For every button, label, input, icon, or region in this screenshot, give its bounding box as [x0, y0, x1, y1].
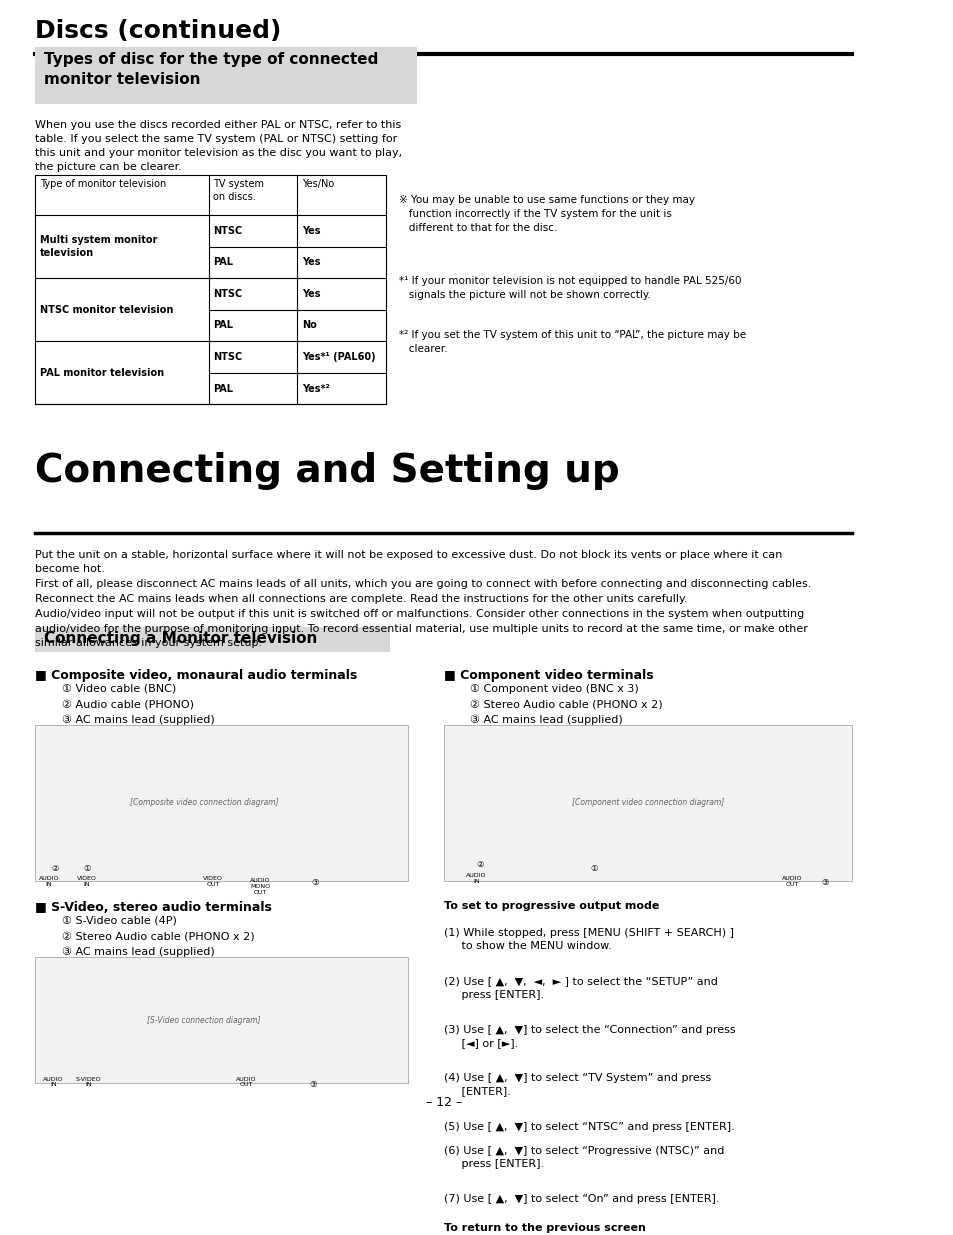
Text: ① Video cable (BNC): ① Video cable (BNC) [62, 683, 176, 694]
Text: (1) While stopped, press [MENU (SHIFT + SEARCH) ]
     to show the MENU window.: (1) While stopped, press [MENU (SHIFT + … [443, 927, 733, 951]
Text: ※ You may be unable to use same functions or they may
   function incorrectly if: ※ You may be unable to use same function… [399, 195, 695, 233]
Text: ② Stereo Audio cable (PHONO x 2): ② Stereo Audio cable (PHONO x 2) [62, 931, 254, 941]
Text: ③ AC mains lead (supplied): ③ AC mains lead (supplied) [470, 715, 622, 725]
Text: [S-Video connection diagram]: [S-Video connection diagram] [147, 1015, 260, 1025]
Text: Yes: Yes [301, 289, 320, 299]
FancyBboxPatch shape [35, 627, 390, 652]
Text: No: No [301, 320, 316, 331]
Text: ■ Composite video, monaural audio terminals: ■ Composite video, monaural audio termin… [35, 669, 357, 682]
Text: ■ Component video terminals: ■ Component video terminals [443, 669, 653, 682]
Text: AUDIO
MONO
OUT: AUDIO MONO OUT [250, 878, 270, 895]
Text: PAL: PAL [213, 257, 233, 268]
Text: (6) Use [ ▲,  ▼] to select “Progressive (NTSC)” and
     press [ENTER].: (6) Use [ ▲, ▼] to select “Progressive (… [443, 1146, 723, 1170]
Text: AUDIO
IN: AUDIO IN [43, 1077, 64, 1087]
Text: ③: ③ [311, 878, 318, 888]
Text: (5) Use [ ▲,  ▼] to select “NTSC” and press [ENTER].: (5) Use [ ▲, ▼] to select “NTSC” and pre… [443, 1121, 734, 1131]
Text: Yes: Yes [301, 226, 320, 236]
Text: ③: ③ [309, 1079, 316, 1089]
Text: AUDIO
OUT: AUDIO OUT [236, 1077, 256, 1087]
Text: TV system
on discs.: TV system on discs. [213, 179, 264, 203]
Text: ③: ③ [821, 878, 828, 888]
Text: Yes: Yes [301, 257, 320, 268]
Text: NTSC monitor television: NTSC monitor television [40, 305, 173, 315]
Text: VIDEO
OUT: VIDEO OUT [203, 876, 223, 887]
Text: (3) Use [ ▲,  ▼] to select the “Connection” and press
     [◄] or [►].: (3) Use [ ▲, ▼] to select the “Connectio… [443, 1025, 735, 1049]
Text: ① S-Video cable (4P): ① S-Video cable (4P) [62, 915, 177, 925]
Text: *² If you set the TV system of this unit to “PAL”, the picture may be
   clearer: *² If you set the TV system of this unit… [399, 330, 745, 354]
Text: Connecting and Setting up: Connecting and Setting up [35, 452, 619, 490]
Text: To return to the previous screen: To return to the previous screen [443, 1223, 645, 1233]
Text: Yes*¹ (PAL60): Yes*¹ (PAL60) [301, 352, 375, 362]
FancyBboxPatch shape [35, 47, 416, 104]
Text: Type of monitor television: Type of monitor television [40, 179, 166, 189]
Text: S-VIDEO
IN: S-VIDEO IN [76, 1077, 101, 1087]
Text: – 12 –: – 12 – [425, 1097, 461, 1109]
Text: (7) Use [ ▲,  ▼] to select “On” and press [ENTER].: (7) Use [ ▲, ▼] to select “On” and press… [443, 1194, 719, 1204]
Text: ②: ② [51, 863, 59, 873]
Text: PAL: PAL [213, 320, 233, 331]
Text: VIDEO
IN: VIDEO IN [77, 876, 97, 887]
Text: ② Stereo Audio cable (PHONO x 2): ② Stereo Audio cable (PHONO x 2) [470, 699, 662, 709]
FancyBboxPatch shape [35, 725, 408, 881]
Text: Connecting a Monitor television: Connecting a Monitor television [45, 631, 317, 646]
Text: [Component video connection diagram]: [Component video connection diagram] [571, 798, 723, 808]
FancyBboxPatch shape [443, 725, 851, 881]
Text: NTSC: NTSC [213, 289, 242, 299]
Text: (2) Use [ ▲,  ▼,  ◄,  ► ] to select the “SETUP” and
     press [ENTER].: (2) Use [ ▲, ▼, ◄, ► ] to select the “SE… [443, 977, 717, 999]
Text: ②: ② [476, 861, 483, 869]
Text: Yes*²: Yes*² [301, 384, 329, 394]
Text: Put the unit on a stable, horizontal surface where it will not be exposed to exc: Put the unit on a stable, horizontal sur… [35, 550, 811, 648]
Text: To set to progressive output mode: To set to progressive output mode [443, 900, 659, 911]
Text: ② Audio cable (PHONO): ② Audio cable (PHONO) [62, 699, 193, 709]
Text: PAL: PAL [213, 384, 233, 394]
Text: Types of disc for the type of connected
monitor television: Types of disc for the type of connected … [45, 52, 378, 86]
Text: ■ S-Video, stereo audio terminals: ■ S-Video, stereo audio terminals [35, 900, 273, 914]
Text: ① Component video (BNC x 3): ① Component video (BNC x 3) [470, 683, 639, 694]
Text: [Composite video connection diagram]: [Composite video connection diagram] [130, 798, 278, 808]
Text: AUDIO
IN: AUDIO IN [38, 876, 59, 887]
Text: When you use the discs recorded either PAL or NTSC, refer to this
table. If you : When you use the discs recorded either P… [35, 121, 402, 173]
FancyBboxPatch shape [35, 957, 408, 1083]
Bar [35, 174, 386, 404]
Text: AUDIO
IN: AUDIO IN [466, 873, 486, 883]
Text: NTSC: NTSC [213, 226, 242, 236]
Text: *¹ If your monitor television is not equipped to handle PAL 525/60
   signals th: *¹ If your monitor television is not equ… [399, 275, 741, 300]
Text: ③ AC mains lead (supplied): ③ AC mains lead (supplied) [62, 715, 214, 725]
Text: Yes/No: Yes/No [301, 179, 334, 189]
Text: Multi system monitor
television: Multi system monitor television [40, 235, 157, 258]
Text: NTSC: NTSC [213, 352, 242, 362]
Text: ③ AC mains lead (supplied): ③ AC mains lead (supplied) [62, 947, 214, 957]
Text: Discs (continued): Discs (continued) [35, 19, 281, 43]
Text: PAL monitor television: PAL monitor television [40, 368, 164, 378]
Text: AUDIO
OUT: AUDIO OUT [781, 876, 801, 887]
Text: ①: ① [590, 863, 598, 873]
Text: (4) Use [ ▲,  ▼] to select “TV System” and press
     [ENTER].: (4) Use [ ▲, ▼] to select “TV System” an… [443, 1073, 710, 1097]
Text: ①: ① [83, 863, 91, 873]
